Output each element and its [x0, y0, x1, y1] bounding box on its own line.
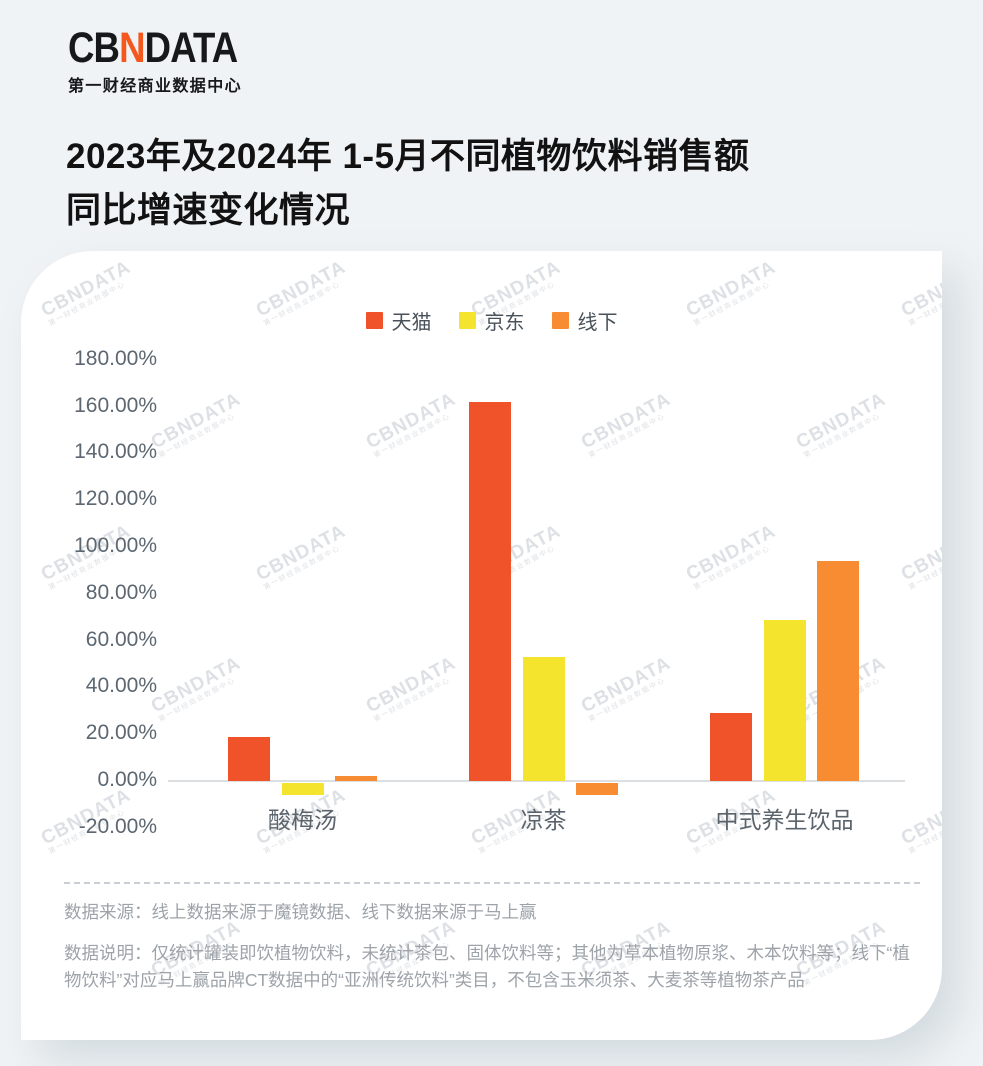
- category-label: 酸梅汤: [268, 807, 337, 833]
- data-note-line: 数据说明：仅统计罐装即饮植物饮料，未统计茶包、固体饮料等；其他为草本植物原浆、木…: [64, 940, 922, 994]
- y-axis-tick-label: 40.00%: [85, 674, 157, 698]
- data-note-label: 数据说明：: [64, 943, 152, 963]
- y-axis-tick-label: 20.00%: [85, 721, 157, 745]
- logo-text-prefix: CB: [68, 24, 120, 72]
- legend-swatch: [551, 312, 569, 329]
- chart-legend: 天猫 京东 线下: [0, 306, 983, 335]
- y-axis-tick-label: 180.00%: [74, 346, 157, 370]
- bar: [281, 783, 324, 795]
- logo-accent-letter: N: [119, 24, 145, 72]
- bar: [228, 736, 270, 781]
- page-title: 2023年及2024年 1-5月不同植物饮料销售额 同比增速变化情况: [66, 130, 750, 238]
- bar: [817, 561, 859, 781]
- y-axis-tick-label: -20.00%: [78, 814, 157, 838]
- bar: [763, 619, 806, 781]
- data-source-line: 数据来源：线上数据来源于魔镜数据、线下数据来源于马上赢: [64, 899, 922, 926]
- legend-swatch: [458, 312, 476, 329]
- category-label: 中式养生饮品: [715, 807, 854, 833]
- legend-label: 线下: [577, 312, 618, 334]
- logo-text-suffix: DATA: [144, 24, 239, 72]
- y-axis-tick-label: 80.00%: [85, 580, 157, 604]
- zero-axis-line: [168, 780, 905, 782]
- legend-item: 天猫: [365, 306, 432, 335]
- page-title-line-2: 同比增速变化情况: [66, 191, 351, 230]
- data-source-label: 数据来源：: [64, 902, 152, 922]
- cbndata-logo: CBNDATA: [68, 24, 239, 73]
- y-axis-tick-label: 120.00%: [74, 487, 157, 511]
- y-axis-tick-label: 160.00%: [74, 393, 157, 417]
- data-source-text: 线上数据来源于魔镜数据、线下数据来源于马上赢: [151, 902, 537, 922]
- bar: [469, 401, 511, 781]
- y-axis-tick-label: 60.00%: [85, 627, 157, 651]
- y-axis-tick-label: 0.00%: [97, 768, 157, 791]
- bar: [522, 656, 565, 781]
- bar: [335, 776, 377, 781]
- legend-label: 京东: [484, 312, 525, 334]
- data-note-text: 仅统计罐装即饮植物饮料，未统计茶包、固体饮料等；其他为草本植物原浆、木本饮料等；…: [64, 943, 910, 990]
- bar: [576, 783, 618, 795]
- logo-subtitle: 第一财经商业数据中心: [68, 78, 243, 95]
- bar: [710, 713, 752, 781]
- y-axis-tick-label: 100.00%: [74, 534, 157, 557]
- dashed-divider: [64, 882, 920, 884]
- category-label: 凉茶: [520, 807, 567, 833]
- page-title-line-1: 2023年及2024年 1-5月不同植物饮料销售额: [66, 137, 750, 176]
- legend-label: 天猫: [391, 312, 432, 334]
- legend-item: 京东: [458, 306, 525, 335]
- legend-swatch: [365, 312, 383, 329]
- legend-item: 线下: [551, 306, 618, 335]
- y-axis-tick-label: 140.00%: [74, 440, 157, 464]
